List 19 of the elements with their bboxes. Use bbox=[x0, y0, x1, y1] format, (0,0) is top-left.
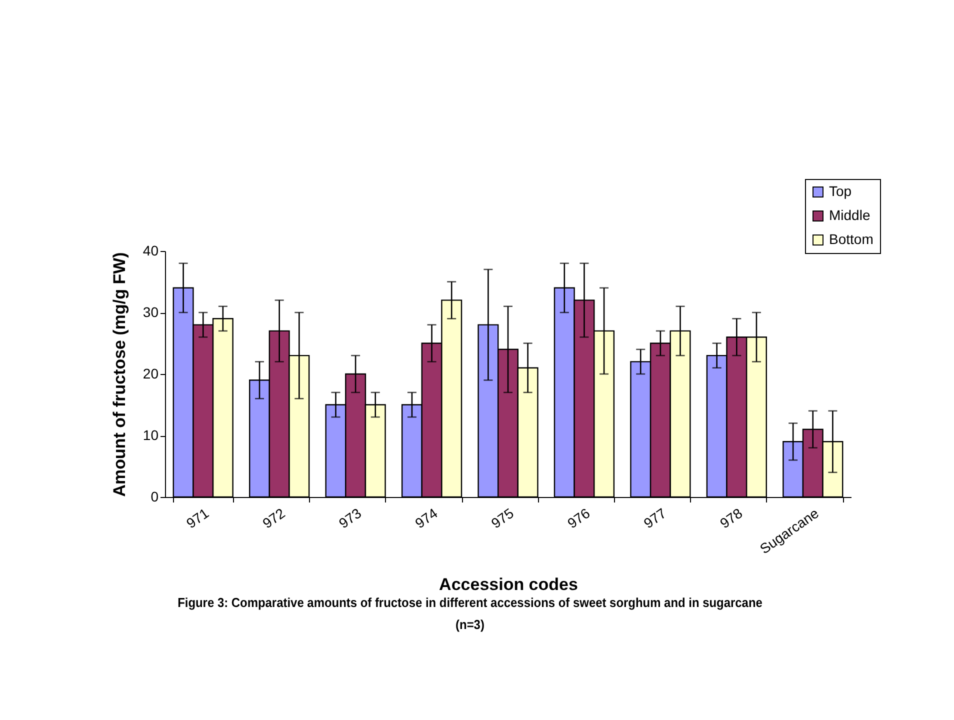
legend-label: Top bbox=[829, 183, 852, 199]
legend-label: Middle bbox=[829, 207, 870, 223]
x-tick-label: 975 bbox=[488, 504, 517, 532]
x-tick-label: 976 bbox=[564, 504, 593, 532]
x-axis-title: Accession codes bbox=[439, 574, 578, 594]
legend-label: Bottom bbox=[829, 231, 874, 247]
y-tick-label: 0 bbox=[150, 488, 159, 504]
caption: Figure 3: Comparative amounts of fructose in different accessions of sweet sorghum and in sugarcane (n=3) bbox=[176, 594, 764, 634]
x-tick-label: 973 bbox=[336, 504, 364, 532]
x-tick-label: 978 bbox=[716, 504, 746, 532]
x-tick-label: 971 bbox=[183, 504, 212, 532]
x-tick-label: 974 bbox=[412, 504, 440, 532]
y-tick-label: 10 bbox=[142, 427, 159, 443]
y-axis-title: Amount of fructose (mg/g FW) bbox=[110, 252, 129, 497]
x-tick-label: 972 bbox=[260, 504, 288, 532]
y-tick-label: 30 bbox=[142, 304, 159, 320]
y-tick-label: 40 bbox=[142, 242, 159, 258]
x-tick-label: 977 bbox=[640, 504, 670, 532]
y-tick-label: 20 bbox=[142, 366, 159, 382]
